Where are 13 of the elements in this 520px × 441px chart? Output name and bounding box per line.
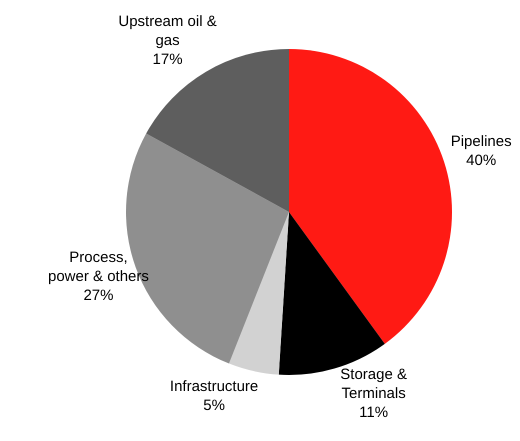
pie-slice — [146, 49, 289, 212]
data-label: 5% — [203, 397, 225, 414]
data-label: 17% — [152, 51, 183, 68]
slice-label: Infrastructure — [170, 378, 258, 396]
pie-slice — [289, 49, 452, 344]
slice-label: Storage & Terminals — [340, 366, 407, 402]
slice-label: Pipelines — [450, 132, 512, 150]
slice-label: Process, power & others — [48, 248, 149, 285]
data-label: 40% — [466, 152, 496, 169]
slice-label: Upstream oil & gas — [118, 13, 217, 50]
data-label: 11% — [359, 404, 388, 421]
pie-slice — [228, 212, 289, 375]
data-label: 27% — [83, 286, 114, 304]
